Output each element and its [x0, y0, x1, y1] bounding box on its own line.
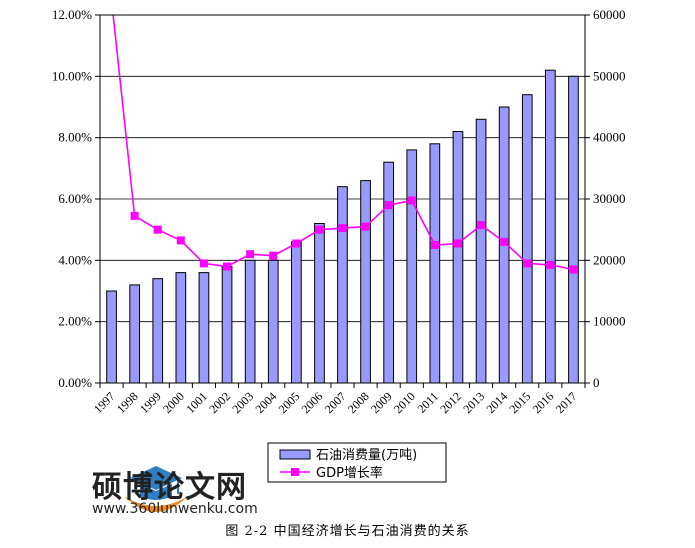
x-tick-label: 2013 [460, 389, 487, 416]
x-tick-label: 2017 [553, 389, 580, 416]
y-left-tick-label: 2.00% [58, 314, 92, 329]
y-right-tick-label: 0 [593, 375, 600, 390]
y-left-tick-label: 8.00% [58, 130, 92, 145]
y-left-tick-labels: 0.00% 2.00% 4.00% 6.00% 8.00% 10.00% 12.00% [52, 7, 92, 390]
x-tick-label: 2014 [483, 389, 510, 416]
bar-2006 [314, 223, 325, 384]
x-tick-label: 2015 [507, 389, 534, 416]
y-right-tick-label: 50000 [593, 68, 626, 83]
y-right-tick-label: 10000 [593, 314, 626, 329]
gdp-point-2015 [523, 259, 532, 268]
y-left-tick-label: 12.00% [52, 7, 92, 22]
logo-url: www.360lunwenku.com [92, 501, 258, 517]
bar-2000 [175, 272, 187, 384]
gdp-point-2012 [454, 239, 462, 248]
bar-2002 [221, 266, 233, 384]
gdp-point-2002 [223, 262, 231, 271]
x-tick-label: 2007 [322, 389, 349, 416]
gdp-point-2000 [176, 236, 185, 245]
x-tick-label: 2012 [437, 389, 464, 416]
bar-2005 [291, 241, 302, 384]
figure-caption: 图 2-2 中国经济增长与石油消费的关系 [225, 524, 470, 539]
x-tick-label: 2003 [229, 389, 256, 416]
gdp-point-2004 [269, 251, 278, 260]
legend-bar-swatch [279, 449, 311, 460]
bar-series [106, 69, 579, 384]
bar-2015 [521, 94, 533, 384]
bar-2008 [360, 180, 371, 384]
bar-2017 [568, 75, 579, 384]
gdp-point-2003 [246, 250, 255, 259]
gdp-point-2007 [338, 224, 347, 233]
y-right-tick-label: 30000 [593, 191, 626, 206]
x-tick-label: 2000 [160, 389, 187, 416]
gdp-point-2006 [315, 225, 324, 234]
legend: 石油消费量(万吨) GDP增长率 [267, 442, 447, 483]
bar-1997 [106, 290, 117, 384]
y-left-tick-label: 4.00% [58, 252, 92, 267]
bar-2004 [267, 259, 279, 384]
bar-2012 [452, 131, 464, 384]
bar-2013 [475, 118, 487, 384]
bar-2007 [337, 186, 348, 384]
gdp-point-2013 [477, 221, 486, 230]
x-tick-label: 1997 [91, 389, 118, 416]
gdp-point-2017 [569, 265, 578, 274]
y-right-tick-label: 60000 [593, 7, 626, 22]
y-left-tick-label: 0.00% [58, 375, 92, 390]
gdp-point-1998 [130, 211, 139, 220]
y-left-tick-label: 6.00% [58, 191, 92, 206]
x-tick-label: 2005 [276, 389, 303, 416]
bar-2016 [545, 69, 556, 384]
gdp-point-2010 [407, 196, 416, 205]
y-right-tick-label: 40000 [593, 130, 626, 145]
logo-graduation-cap-icon [124, 466, 188, 512]
x-tick-label: 1999 [137, 389, 164, 416]
bar-1999 [152, 278, 164, 384]
x-tick-label: 2011 [414, 389, 441, 416]
gdp-point-2005 [292, 239, 301, 248]
bar-2010 [406, 149, 418, 384]
x-tick-label: 2010 [391, 389, 418, 416]
gdp-point-2016 [546, 260, 555, 269]
legend-line-label: GDP增长率 [316, 465, 383, 481]
gdp-point-2011 [430, 241, 439, 249]
x-tick-label: 2016 [530, 389, 557, 416]
bar-2009 [383, 161, 394, 384]
x-tick-label: 2004 [252, 389, 279, 416]
line-series [112, 15, 578, 274]
bar-1001 [198, 272, 210, 384]
gdp-point-1999 [153, 225, 162, 234]
y-left-tick-label: 10.00% [52, 68, 92, 83]
logo-title: 硕博论文网 [92, 470, 247, 505]
x-tick-label: 2002 [206, 389, 233, 416]
x-tick-label: 2006 [299, 389, 326, 416]
x-tick-label: 1001 [183, 389, 210, 416]
gdp-point-2009 [384, 201, 393, 210]
x-tick-labels: 1997199819992000100120022003200420052006… [91, 389, 580, 416]
x-tick-label: 2008 [345, 389, 372, 416]
legend-bar-label: 石油消费量(万吨) [316, 448, 417, 463]
bar-2003 [244, 259, 256, 384]
legend-line-marker [291, 468, 299, 476]
gdp-point-2014 [500, 237, 509, 246]
gdp-point-2008 [361, 222, 370, 231]
y-right-tick-label: 20000 [593, 252, 626, 267]
bar-2011 [429, 143, 441, 384]
axes [95, 14, 590, 388]
x-tick-label: 1998 [114, 389, 141, 416]
y-right-tick-labels: 0 10000 20000 30000 40000 50000 60000 [593, 7, 626, 390]
x-tick-label: 2009 [368, 389, 395, 416]
gdp-point-1001 [199, 259, 208, 268]
bar-1998 [129, 284, 141, 384]
